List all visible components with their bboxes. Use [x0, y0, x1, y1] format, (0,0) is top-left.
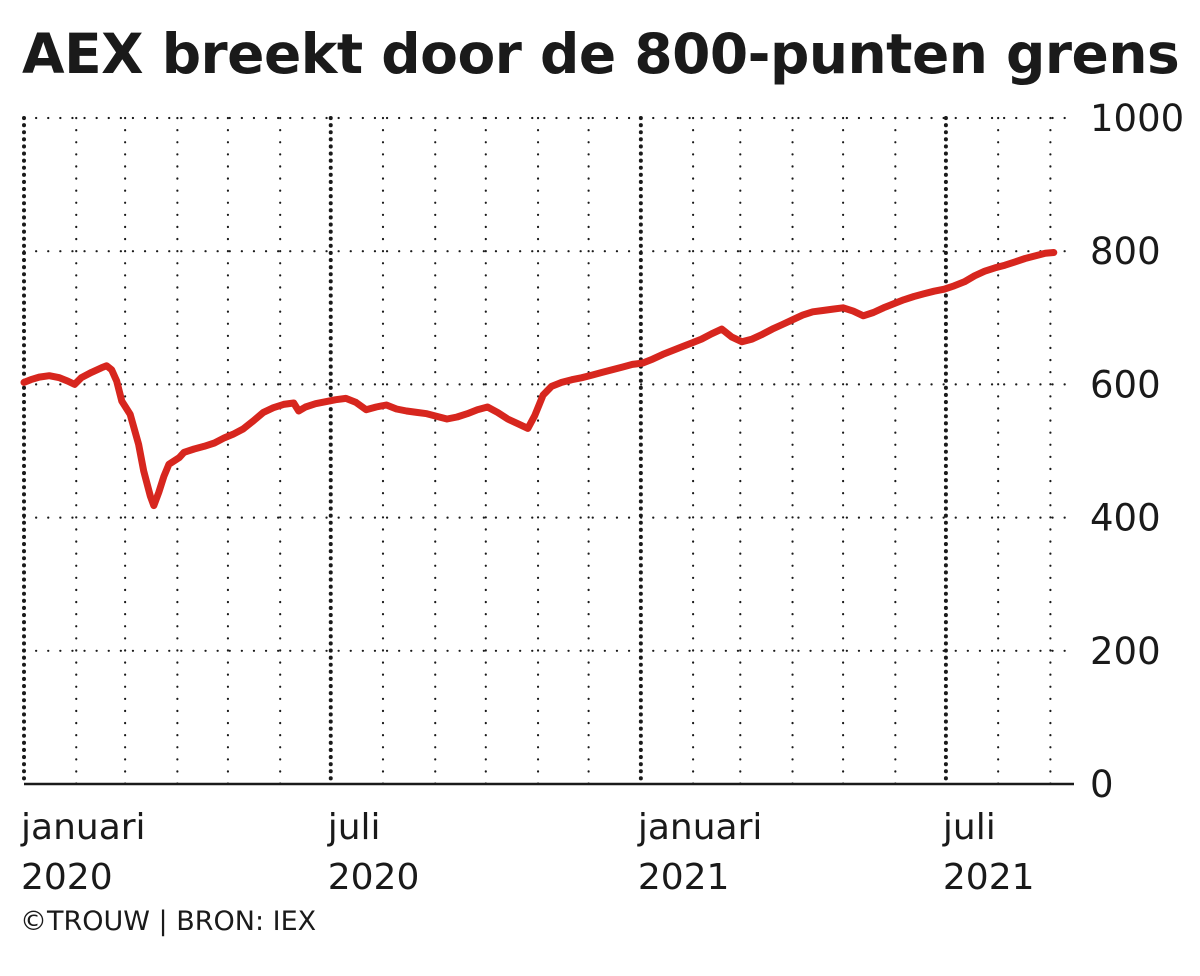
x-tick-year: 2021 — [942, 857, 1035, 898]
chart-title: AEX breekt door de 800-punten grens — [22, 22, 1180, 86]
x-tick-month: juli — [942, 807, 996, 848]
x-tick-year: 2020 — [21, 857, 113, 898]
y-tick-label: 600 — [1090, 363, 1161, 406]
y-tick-label: 400 — [1090, 497, 1161, 540]
source-credit: ©TROUW | BRON: IEX — [20, 906, 317, 937]
x-tick-label: juli 2021 — [943, 803, 1035, 903]
x-tick-label: januari 2021 — [638, 803, 763, 903]
x-tick-year: 2020 — [327, 857, 420, 898]
x-tick-label: juli 2020 — [328, 803, 420, 903]
y-tick-label: 0 — [1090, 763, 1114, 806]
y-tick-label: 800 — [1090, 230, 1161, 273]
y-tick-label: 200 — [1090, 630, 1161, 673]
x-tick-label: januari 2020 — [21, 803, 146, 903]
aex-series-line — [20, 249, 1058, 510]
x-tick-month: januari — [21, 807, 146, 848]
y-tick-label: 1000 — [1090, 97, 1184, 140]
x-tick-year: 2021 — [637, 857, 730, 898]
x-tick-month: juli — [327, 807, 381, 848]
x-tick-month: januari — [637, 807, 763, 848]
